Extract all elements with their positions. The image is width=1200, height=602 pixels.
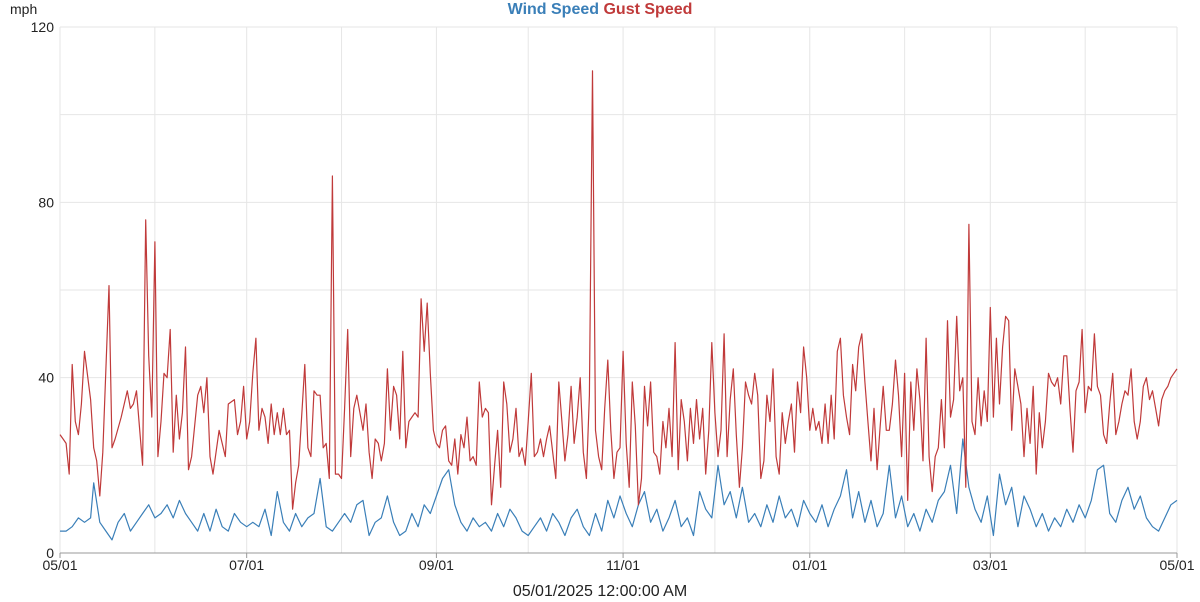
- series-line-gust-speed: [59, 70, 1178, 510]
- y-tick-label: 40: [38, 370, 54, 386]
- x-tick-label: 11/01: [606, 557, 640, 573]
- x-tick-label: 05/01: [42, 557, 77, 573]
- legend-item-gust-speed[interactable]: Gust Speed: [603, 1, 693, 18]
- y-tick-label: 0: [46, 545, 54, 561]
- y-axis-unit-label: mph: [10, 1, 38, 17]
- x-tick-label: 07/01: [229, 557, 264, 573]
- x-tick-label: 05/01: [1159, 557, 1194, 573]
- x-tick-label: 03/01: [973, 557, 1008, 573]
- y-tick-label: 120: [31, 19, 55, 35]
- chart-legend: Wind Speed Gust Speed: [0, 1, 1200, 19]
- legend-item-wind-speed[interactable]: Wind Speed: [507, 1, 600, 18]
- x-tick-label: 01/01: [792, 557, 827, 573]
- series-line-wind-speed: [60, 438, 1178, 541]
- date-label: 05/01/2025 12:00:00 AM: [512, 583, 688, 600]
- y-tick-label: 80: [38, 194, 54, 210]
- x-tick-label: 09/01: [419, 557, 454, 573]
